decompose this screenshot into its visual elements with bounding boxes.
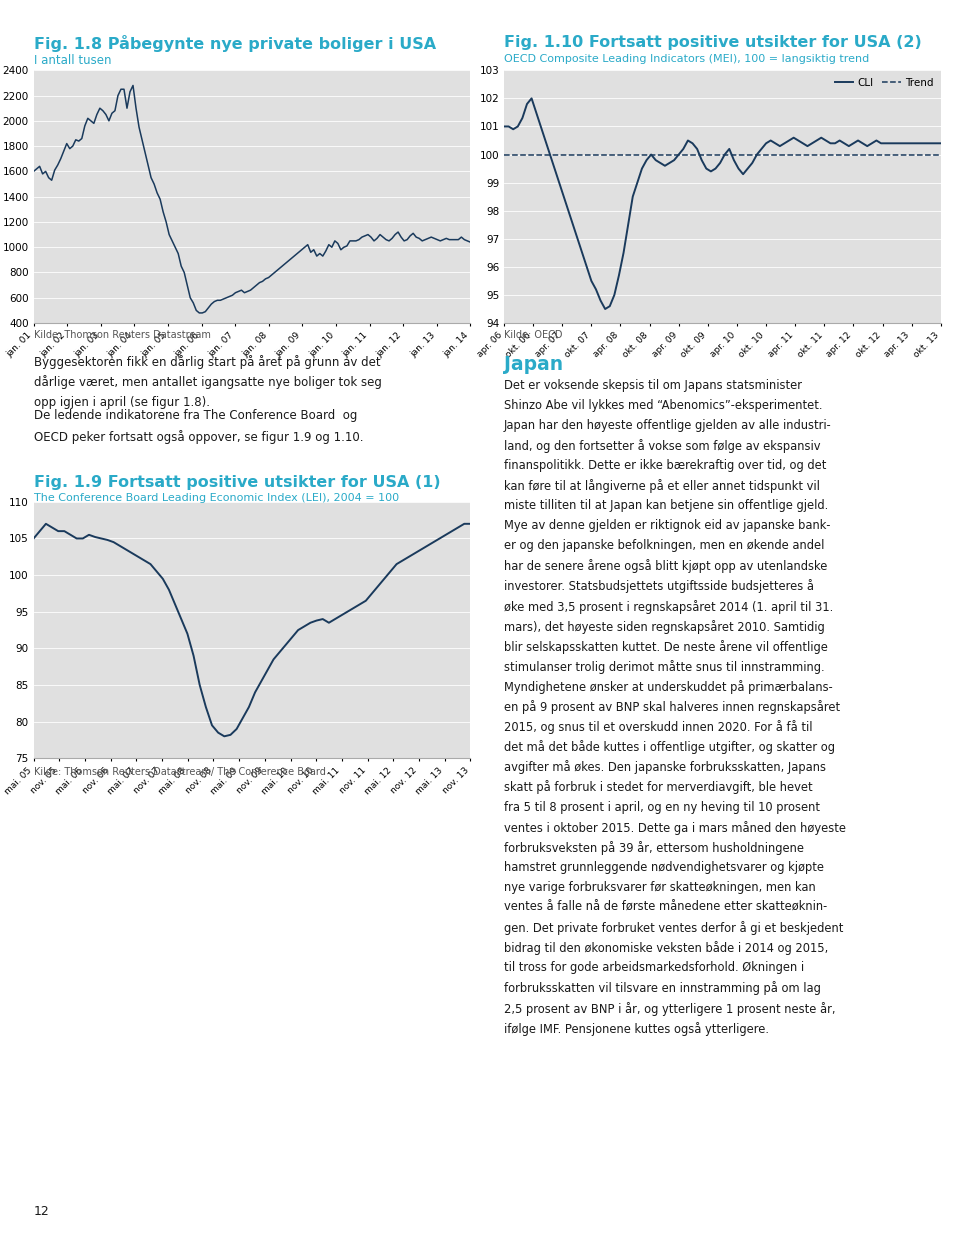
Text: Shinzo Abe vil lykkes med “Abenomics”-eksperimentet.: Shinzo Abe vil lykkes med “Abenomics”-ek… [504, 398, 823, 412]
Text: forbruksskatten vil tilsvare en innstramming på om lag: forbruksskatten vil tilsvare en innstram… [504, 981, 821, 995]
Text: ventes i oktober 2015. Dette ga i mars måned den høyeste: ventes i oktober 2015. Dette ga i mars m… [504, 821, 846, 835]
Text: OECD Composite Leading Indicators (MEI), 100 = langsiktig trend: OECD Composite Leading Indicators (MEI),… [504, 54, 869, 64]
CLI [526, 91, 538, 106]
Text: fra 5 til 8 prosent i april, og en ny heving til 10 prosent: fra 5 til 8 prosent i april, og en ny he… [504, 800, 820, 814]
Text: til tross for gode arbeidsmarkedsforhold. Økningen i: til tross for gode arbeidsmarkedsforhold… [504, 962, 804, 974]
Text: ventes å falle nå de første månedene etter skatteøknin-: ventes å falle nå de første månedene ett… [504, 901, 828, 914]
CLI [599, 302, 611, 317]
CLI [563, 203, 574, 218]
CLI [742, 162, 754, 176]
Text: hamstret grunnleggende nødvendighetsvarer og kjøpte: hamstret grunnleggende nødvendighetsvare… [504, 861, 824, 874]
Text: skatt på forbruk i stedet for merverdiavgift, ble hevet: skatt på forbruk i stedet for merverdiav… [504, 780, 812, 794]
Text: en på 9 prosent av BNP skal halveres innen regnskapsåret: en på 9 prosent av BNP skal halveres inn… [504, 700, 840, 714]
Text: 12: 12 [34, 1205, 49, 1218]
Text: nye varige forbruksvarer før skatteøkningen, men kan: nye varige forbruksvarer før skatteøknin… [504, 880, 816, 894]
CLI [935, 136, 947, 150]
Text: kan føre til at långiverne på et eller annet tidspunkt vil: kan føre til at långiverne på et eller a… [504, 480, 820, 493]
CLI [498, 120, 510, 134]
Text: Det er voksende skepsis til om Japans statsminister: Det er voksende skepsis til om Japans st… [504, 379, 802, 392]
Text: Kilde: OECD: Kilde: OECD [504, 330, 563, 340]
Text: er og den japanske befolkningen, men en økende andel: er og den japanske befolkningen, men en … [504, 539, 825, 552]
Text: opp igjen i april (se figur 1.8).: opp igjen i april (se figur 1.8). [34, 396, 209, 409]
CLI [632, 175, 643, 190]
Text: blir selskapsskatten kuttet. De neste årene vil offentlige: blir selskapsskatten kuttet. De neste år… [504, 640, 828, 653]
Text: Kilde: Thomson Reuters Datastream/ The Conference Board: Kilde: Thomson Reuters Datastream/ The C… [34, 767, 325, 777]
Text: det må det både kuttes i offentlige utgifter, og skatter og: det må det både kuttes i offentlige utgi… [504, 740, 835, 755]
Text: Fig. 1.9 Fortsatt positive utsikter for USA (1): Fig. 1.9 Fortsatt positive utsikter for … [34, 475, 441, 490]
Text: Fig. 1.10 Fortsatt positive utsikter for USA (2): Fig. 1.10 Fortsatt positive utsikter for… [504, 35, 922, 49]
Text: Japan: Japan [504, 355, 564, 374]
Text: I antall tusen: I antall tusen [34, 54, 111, 68]
Text: Japan har den høyeste offentlige gjelden av alle industri-: Japan har den høyeste offentlige gjelden… [504, 419, 831, 432]
Text: The Conference Board Leading Economic Index (LEI), 2004 = 100: The Conference Board Leading Economic In… [34, 493, 398, 503]
Trend [503, 147, 515, 162]
CLI [907, 136, 919, 150]
Text: øke med 3,5 prosent i regnskapsåret 2014 (1. april til 31.: øke med 3,5 prosent i regnskapsåret 2014… [504, 599, 833, 614]
Text: ifølge IMF. Pensjonene kuttes også ytterligere.: ifølge IMF. Pensjonene kuttes også ytter… [504, 1022, 769, 1036]
Trend [498, 147, 510, 162]
Text: stimulanser trolig derimot måtte snus til innstramming.: stimulanser trolig derimot måtte snus ti… [504, 660, 825, 674]
Text: Mye av denne gjelden er riktignok eid av japanske bank-: Mye av denne gjelden er riktignok eid av… [504, 519, 830, 533]
Text: 2,5 prosent av BNP i år, og ytterligere 1 prosent neste år,: 2,5 prosent av BNP i år, og ytterligere … [504, 1001, 835, 1016]
Text: bidrag til den økonomiske veksten både i 2014 og 2015,: bidrag til den økonomiske veksten både i… [504, 941, 828, 956]
Legend: CLI, Trend: CLI, Trend [830, 74, 938, 91]
CLI [696, 153, 708, 168]
Line: CLI: CLI [504, 99, 941, 309]
Text: mars), det høyeste siden regnskapsåret 2010. Samtidig: mars), det høyeste siden regnskapsåret 2… [504, 620, 825, 634]
Text: Byggesektoren fikk en dårlig start på året på grunn av det: Byggesektoren fikk en dårlig start på år… [34, 355, 380, 369]
Text: land, og den fortsetter å vokse som følge av ekspansiv: land, og den fortsetter å vokse som følg… [504, 439, 821, 453]
Text: Kilde: Thomson Reuters Datastream: Kilde: Thomson Reuters Datastream [34, 330, 210, 340]
Text: dårlige været, men antallet igangsatte nye boliger tok seg: dårlige været, men antallet igangsatte n… [34, 375, 381, 390]
Text: avgifter må økes. Den japanske forbruksskatten, Japans: avgifter må økes. Den japanske forbrukss… [504, 761, 826, 774]
Text: OECD peker fortsatt også oppover, se figur 1.9 og 1.10.: OECD peker fortsatt også oppover, se fig… [34, 429, 363, 444]
Text: har de senere årene også blitt kjøpt opp av utenlandske: har de senere årene også blitt kjøpt opp… [504, 560, 828, 573]
Text: Myndighetene ønsker at underskuddet på primærbalans-: Myndighetene ønsker at underskuddet på p… [504, 681, 832, 694]
Text: Fig. 1.8 Påbegynte nye private boliger i USA: Fig. 1.8 Påbegynte nye private boliger i… [34, 35, 436, 52]
Text: forbruksveksten på 39 år, ettersom husholdningene: forbruksveksten på 39 år, ettersom husho… [504, 841, 804, 854]
Text: De ledende indikatorene fra The Conference Board  og: De ledende indikatorene fra The Conferen… [34, 409, 357, 423]
CLI [728, 153, 739, 168]
Text: finanspolitikk. Dette er ikke bærekraftig over tid, og det: finanspolitikk. Dette er ikke bærekrafti… [504, 459, 827, 472]
Text: miste tilliten til at Japan kan betjene sin offentlige gjeld.: miste tilliten til at Japan kan betjene … [504, 499, 828, 512]
Text: investorer. Statsbudsjettets utgiftsside budsjetteres å: investorer. Statsbudsjettets utgiftsside… [504, 580, 814, 593]
Text: gen. Det private forbruket ventes derfor å gi et beskjedent: gen. Det private forbruket ventes derfor… [504, 921, 844, 935]
Text: 2015, og snus til et overskudd innen 2020. For å få til: 2015, og snus til et overskudd innen 202… [504, 720, 812, 734]
